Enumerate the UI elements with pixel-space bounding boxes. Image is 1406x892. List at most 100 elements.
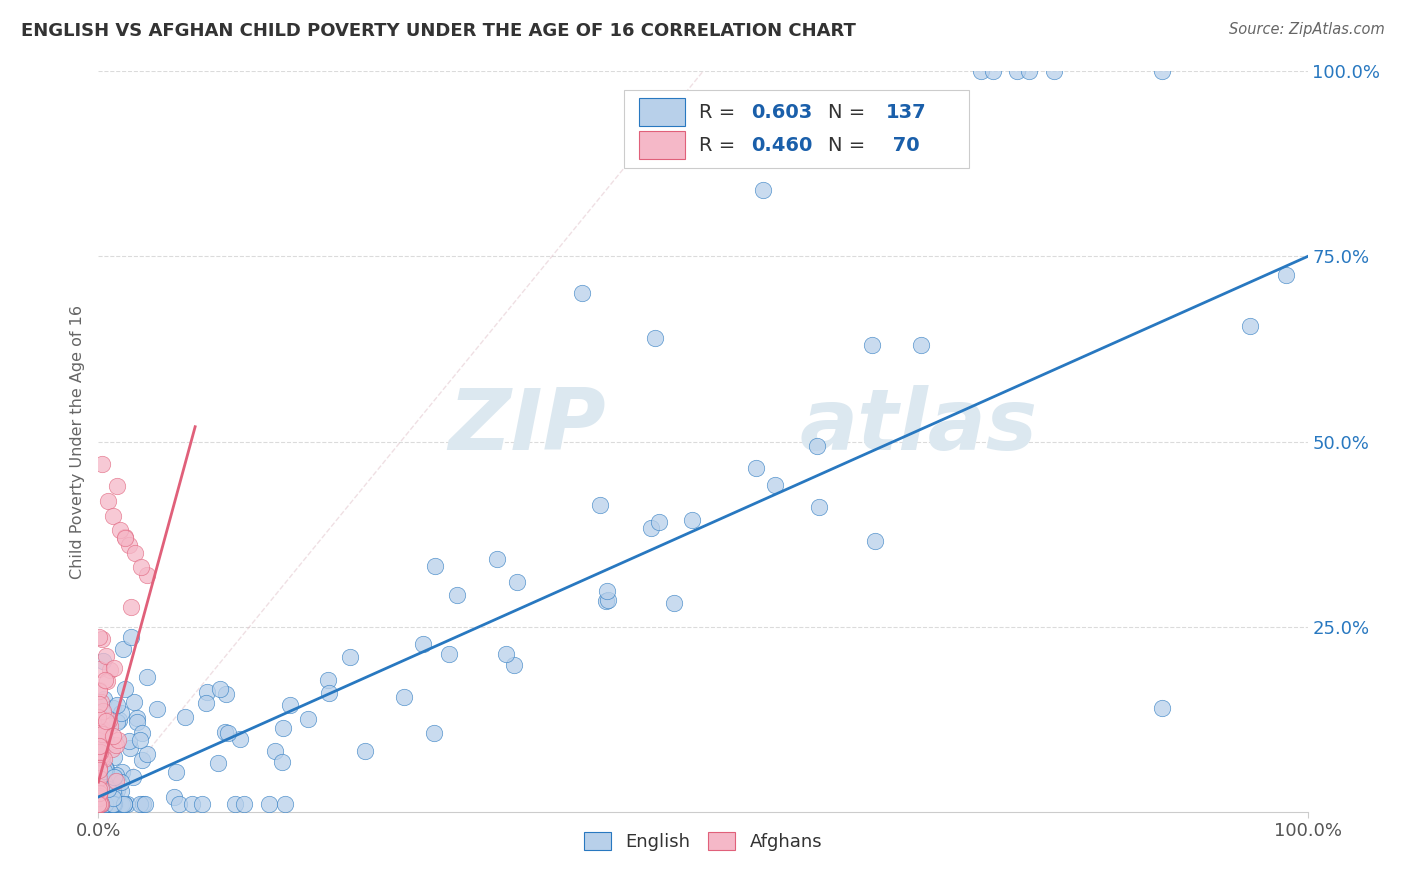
Point bbox=[87, 771, 110, 785]
Text: 70: 70 bbox=[886, 136, 920, 155]
Point bbox=[87, 774, 110, 789]
Point bbox=[174, 710, 197, 724]
Point bbox=[87, 797, 110, 812]
Point bbox=[101, 508, 124, 523]
Point bbox=[87, 791, 110, 805]
Point bbox=[112, 797, 135, 811]
Point bbox=[87, 739, 110, 754]
Point bbox=[96, 648, 118, 663]
Point bbox=[89, 786, 111, 800]
Text: 0.460: 0.460 bbox=[751, 136, 813, 155]
Point bbox=[90, 797, 112, 812]
Point bbox=[640, 521, 662, 535]
Point bbox=[274, 797, 297, 812]
Point bbox=[412, 637, 434, 651]
Point bbox=[763, 478, 786, 492]
Point bbox=[87, 782, 110, 797]
Point bbox=[207, 756, 229, 770]
Point bbox=[423, 559, 446, 574]
Point bbox=[806, 439, 828, 453]
Point bbox=[278, 698, 301, 712]
Point bbox=[502, 657, 524, 672]
Point bbox=[91, 747, 114, 761]
Point bbox=[87, 698, 110, 712]
Point bbox=[271, 721, 294, 735]
Point bbox=[131, 726, 153, 740]
Point bbox=[104, 797, 127, 812]
Point bbox=[214, 725, 236, 739]
Point bbox=[90, 732, 112, 747]
Point bbox=[93, 764, 115, 779]
Point bbox=[87, 797, 110, 812]
Point bbox=[91, 632, 114, 646]
Text: ZIP: ZIP bbox=[449, 385, 606, 468]
Point bbox=[127, 711, 149, 725]
Point bbox=[91, 797, 114, 812]
Point bbox=[163, 789, 186, 804]
Point bbox=[118, 538, 141, 552]
Point bbox=[681, 513, 703, 527]
Point bbox=[571, 286, 593, 301]
Text: 137: 137 bbox=[886, 103, 927, 121]
Point bbox=[589, 499, 612, 513]
Point bbox=[87, 724, 110, 739]
Point bbox=[105, 479, 128, 493]
Point bbox=[970, 64, 993, 78]
FancyBboxPatch shape bbox=[624, 90, 969, 168]
Point bbox=[100, 797, 122, 812]
Point bbox=[446, 588, 468, 602]
Point bbox=[1152, 701, 1174, 715]
Point bbox=[107, 698, 129, 713]
Point bbox=[93, 751, 115, 765]
Point bbox=[146, 702, 169, 716]
FancyBboxPatch shape bbox=[638, 131, 685, 160]
Point bbox=[233, 797, 256, 812]
Point bbox=[129, 560, 152, 574]
Point bbox=[595, 593, 617, 607]
Point bbox=[91, 731, 114, 745]
Point bbox=[94, 797, 117, 812]
Point bbox=[91, 748, 114, 763]
Point bbox=[87, 797, 110, 812]
Point bbox=[101, 700, 124, 714]
Point bbox=[96, 674, 118, 689]
Point bbox=[89, 731, 111, 745]
Point bbox=[209, 681, 232, 696]
Point bbox=[486, 552, 509, 566]
Point bbox=[87, 630, 110, 644]
Text: R =: R = bbox=[699, 103, 742, 121]
Point bbox=[1152, 64, 1174, 78]
Point bbox=[96, 762, 118, 776]
Point bbox=[108, 524, 131, 538]
Point bbox=[105, 714, 128, 729]
Point bbox=[596, 584, 619, 599]
Point bbox=[90, 781, 112, 796]
Point bbox=[90, 797, 112, 812]
Point bbox=[89, 797, 111, 812]
Point bbox=[87, 797, 110, 812]
Point bbox=[104, 768, 127, 782]
Point bbox=[1042, 64, 1064, 78]
Point bbox=[90, 751, 112, 765]
Point bbox=[217, 726, 239, 740]
Point bbox=[165, 764, 187, 779]
Point bbox=[87, 782, 110, 797]
Point bbox=[110, 706, 132, 720]
Point bbox=[94, 761, 117, 775]
Point bbox=[87, 736, 110, 750]
Point bbox=[228, 732, 250, 747]
Point bbox=[103, 770, 125, 784]
Point bbox=[124, 546, 146, 560]
Point bbox=[89, 797, 111, 812]
Point bbox=[910, 338, 932, 352]
Text: R =: R = bbox=[699, 136, 742, 155]
Point bbox=[87, 795, 110, 809]
Text: Source: ZipAtlas.com: Source: ZipAtlas.com bbox=[1229, 22, 1385, 37]
Point bbox=[136, 670, 159, 684]
Point bbox=[87, 797, 110, 812]
Text: 0.603: 0.603 bbox=[751, 103, 813, 121]
Point bbox=[87, 789, 110, 803]
Point bbox=[98, 797, 121, 812]
Point bbox=[98, 719, 121, 733]
Point bbox=[94, 797, 117, 812]
